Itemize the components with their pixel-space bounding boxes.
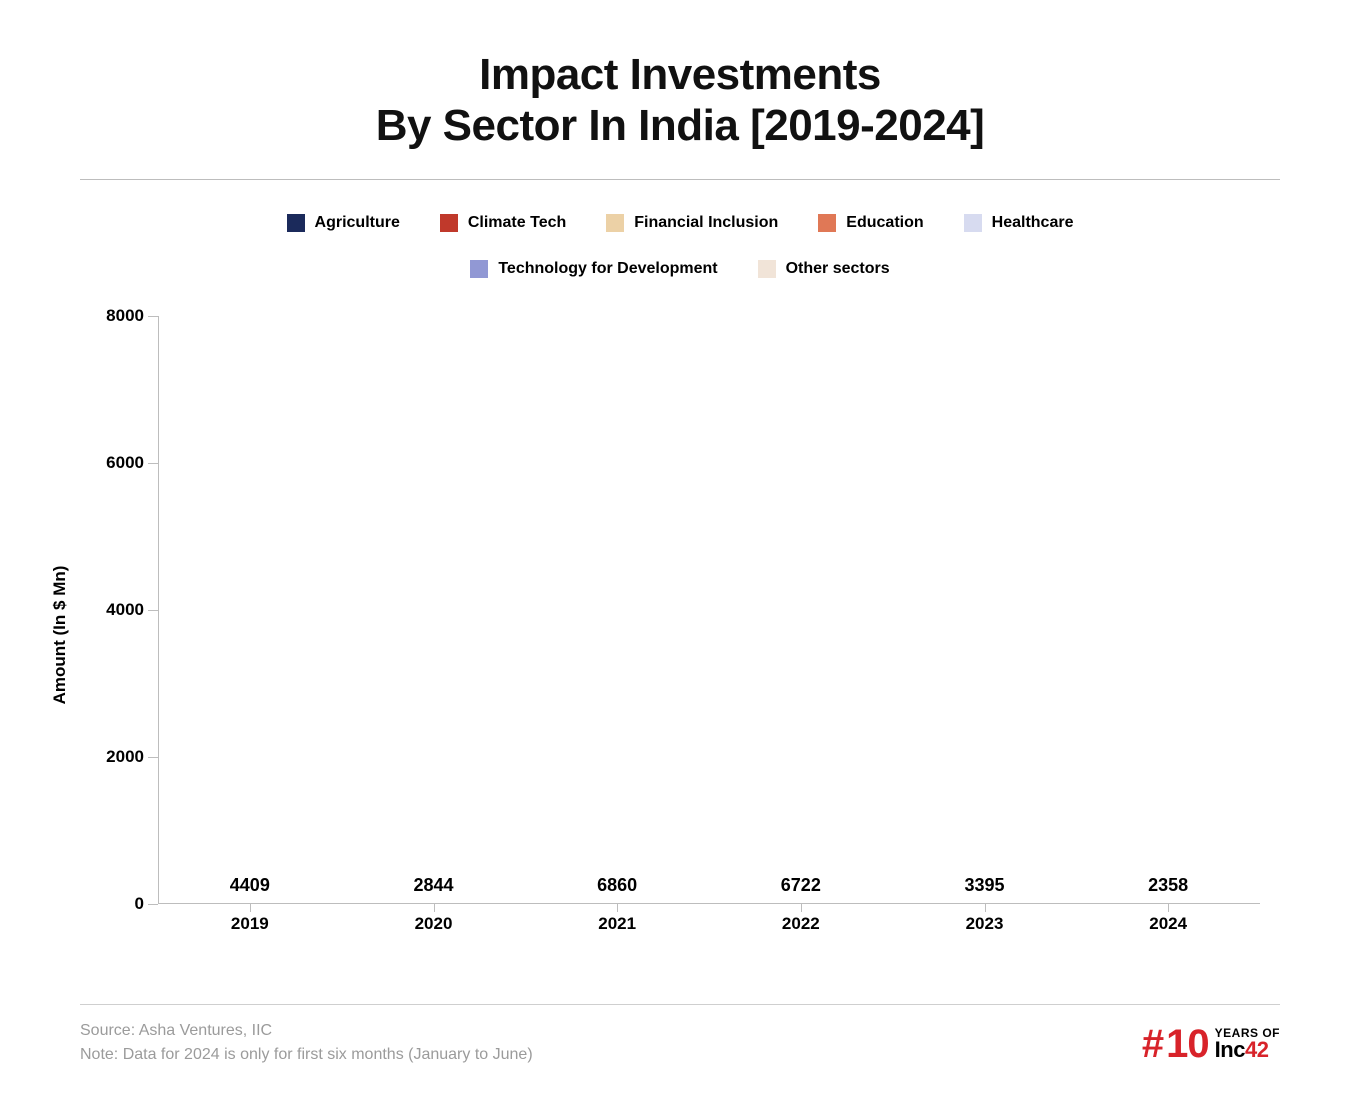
x-tick-label: 2020 xyxy=(415,914,453,934)
legend-item: Financial Inclusion xyxy=(606,214,778,232)
title-divider xyxy=(80,179,1280,180)
logo-hash: # xyxy=(1142,1022,1162,1067)
bar-total-label: 2358 xyxy=(1148,875,1188,896)
title-line-2: By Sector In India [2019-2024] xyxy=(80,101,1280,152)
legend-item: Healthcare xyxy=(964,214,1074,232)
legend-item: Agriculture xyxy=(287,214,400,232)
legend-swatch xyxy=(818,214,836,232)
legend-label: Financial Inclusion xyxy=(634,214,778,232)
legend-swatch xyxy=(470,260,488,278)
y-tick xyxy=(148,316,158,317)
source-text: Source: Asha Ventures, IIC xyxy=(80,1019,533,1043)
legend-item: Climate Tech xyxy=(440,214,566,232)
legend-item: Other sectors xyxy=(758,260,890,278)
brand-logo: # 10 YEARS OF Inc42 xyxy=(1142,1022,1280,1067)
source-block: Source: Asha Ventures, IIC Note: Data fo… xyxy=(80,1019,533,1067)
x-tick-label: 2024 xyxy=(1149,914,1187,934)
logo-ten: 10 xyxy=(1166,1022,1209,1067)
y-tick-label: 2000 xyxy=(106,747,144,767)
legend-label: Agriculture xyxy=(315,214,400,232)
bar-total-label: 2844 xyxy=(413,875,453,896)
footer: Source: Asha Ventures, IIC Note: Data fo… xyxy=(80,1019,1280,1067)
footer-divider xyxy=(80,1004,1280,1005)
x-tick xyxy=(617,904,618,912)
bars-container: 4409 2844 6860 6722 3395 2358 xyxy=(158,316,1260,904)
y-tick-label: 8000 xyxy=(106,306,144,326)
y-axis-label: Amount (In $ Mn) xyxy=(50,566,70,705)
bar-total-label: 3395 xyxy=(964,875,1004,896)
x-tick xyxy=(801,904,802,912)
legend-swatch xyxy=(287,214,305,232)
legend-item: Technology for Development xyxy=(470,260,717,278)
y-tick-label: 4000 xyxy=(106,600,144,620)
x-tick xyxy=(985,904,986,912)
legend-label: Technology for Development xyxy=(498,260,717,278)
y-tick xyxy=(148,904,158,905)
bar-total-label: 4409 xyxy=(230,875,270,896)
legend-item: Education xyxy=(818,214,923,232)
note-text: Note: Data for 2024 is only for first si… xyxy=(80,1043,533,1067)
legend-swatch xyxy=(964,214,982,232)
y-tick xyxy=(148,757,158,758)
x-tick xyxy=(250,904,251,912)
y-tick-label: 6000 xyxy=(106,453,144,473)
x-tick-label: 2019 xyxy=(231,914,269,934)
legend: Agriculture Climate Tech Financial Inclusi… xyxy=(240,214,1120,278)
title-line-1: Impact Investments xyxy=(80,50,1280,101)
chart-title: Impact Investments By Sector In India [2… xyxy=(80,50,1280,151)
y-tick xyxy=(148,463,158,464)
legend-label: Other sectors xyxy=(786,260,890,278)
y-tick-label: 0 xyxy=(135,894,144,914)
x-tick-label: 2023 xyxy=(966,914,1004,934)
x-tick xyxy=(1168,904,1169,912)
legend-swatch xyxy=(758,260,776,278)
legend-label: Healthcare xyxy=(992,214,1074,232)
y-tick xyxy=(148,610,158,611)
bar-total-label: 6722 xyxy=(781,875,821,896)
legend-swatch xyxy=(440,214,458,232)
legend-swatch xyxy=(606,214,624,232)
bar-total-label: 6860 xyxy=(597,875,637,896)
x-tick-label: 2021 xyxy=(598,914,636,934)
chart-area: Amount (In $ Mn) 44092844686067223395235… xyxy=(80,306,1280,964)
legend-label: Climate Tech xyxy=(468,214,566,232)
x-tick-label: 2022 xyxy=(782,914,820,934)
plot-area: 440928446860672233952358 020004000600080… xyxy=(158,316,1260,904)
legend-label: Education xyxy=(846,214,923,232)
logo-inc: Inc42 xyxy=(1215,1040,1280,1061)
x-tick xyxy=(434,904,435,912)
